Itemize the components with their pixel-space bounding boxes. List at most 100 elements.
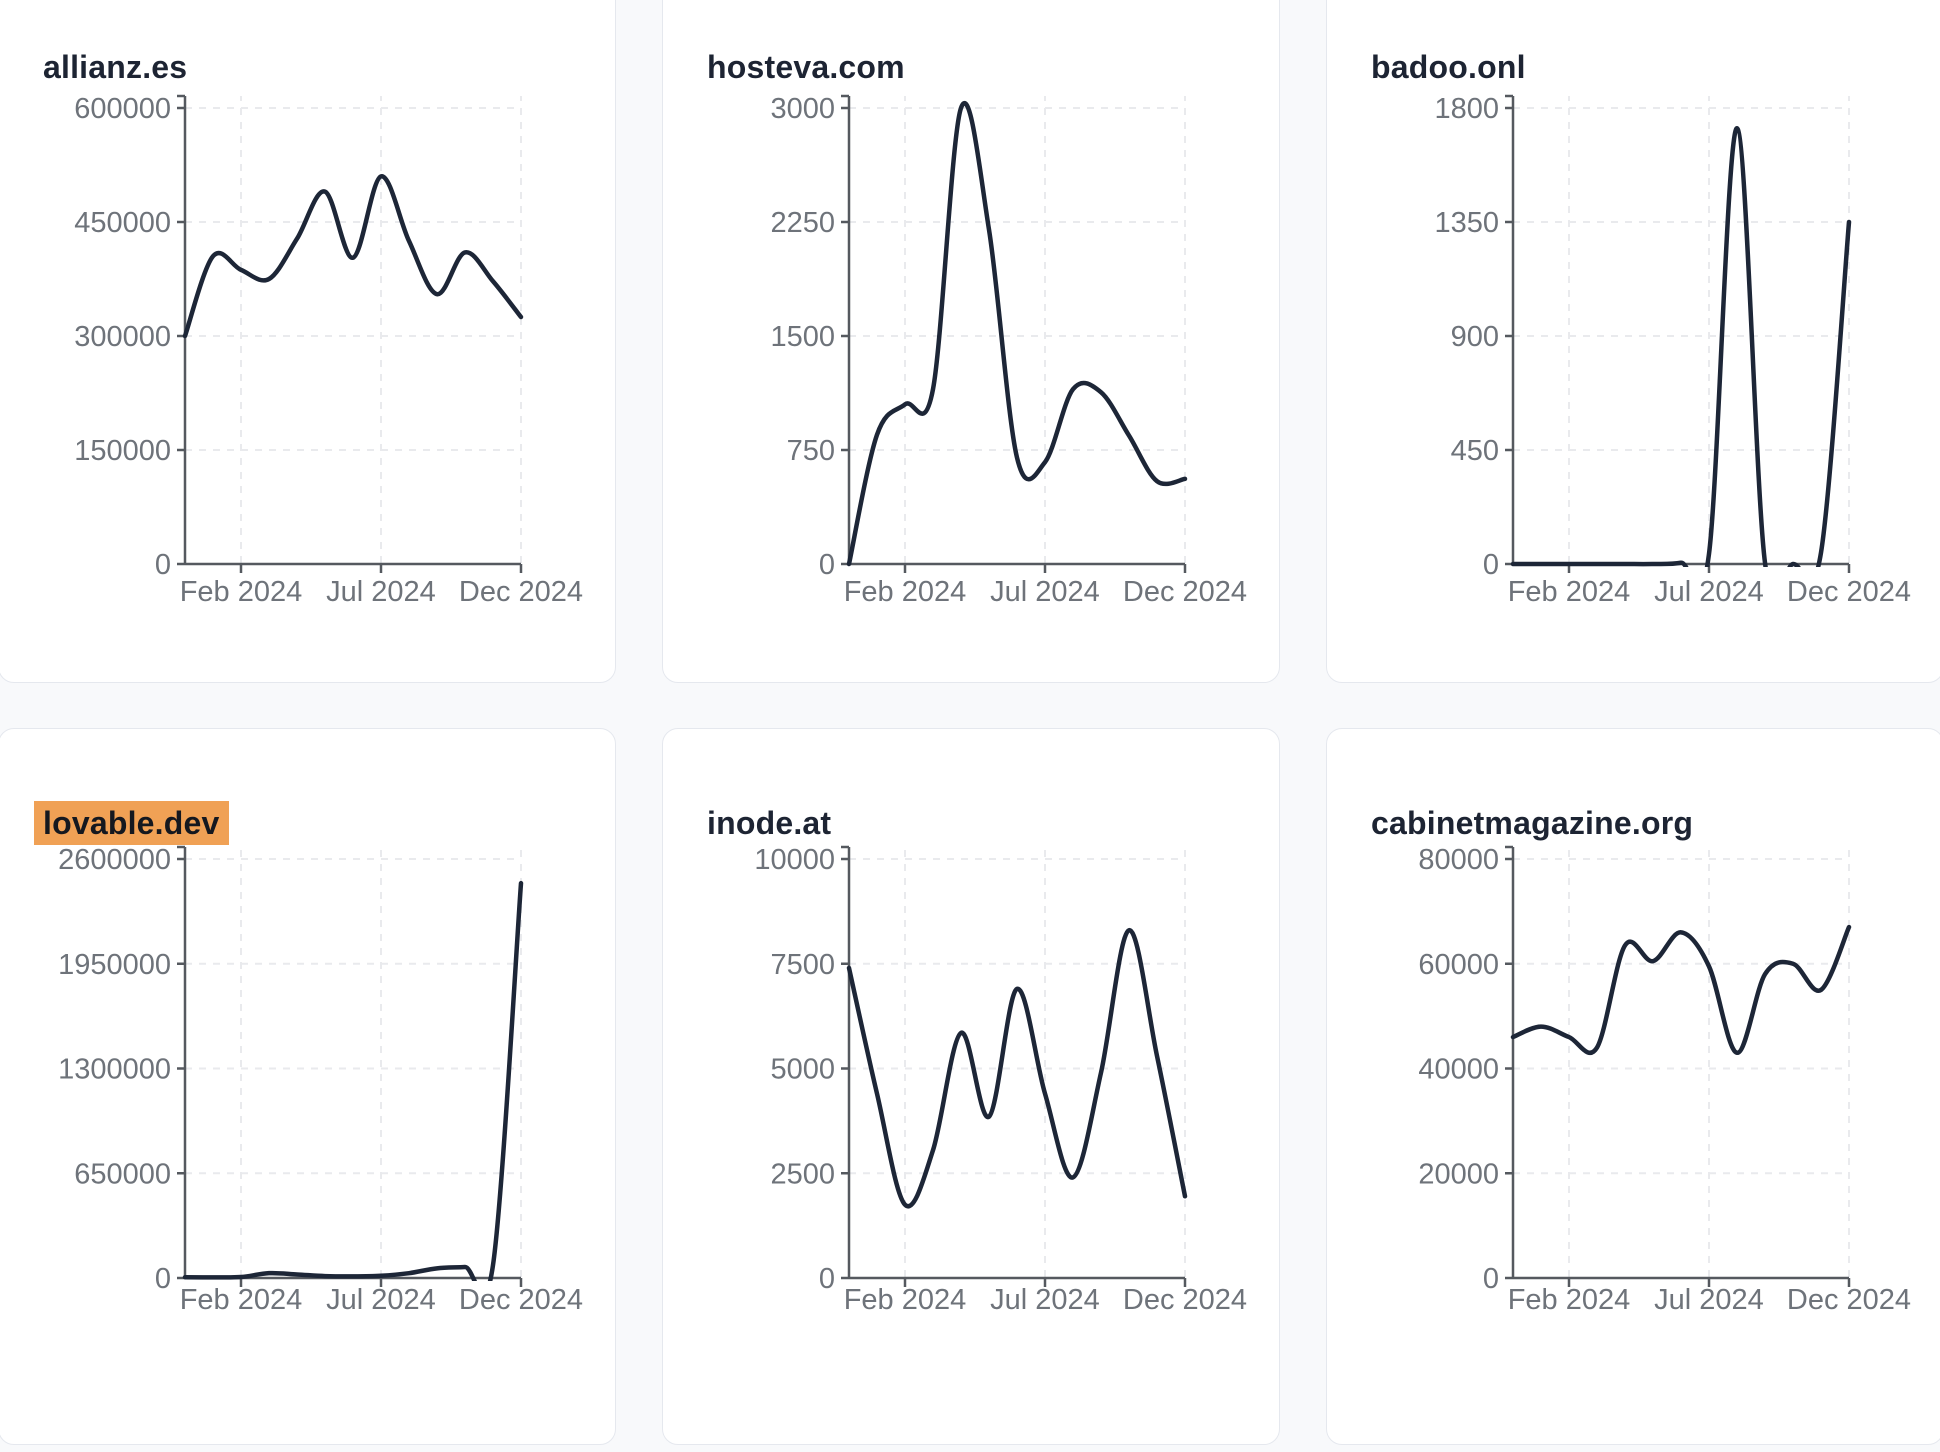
series-line [846, 927, 1188, 1209]
x-tick-label: Feb 2024 [180, 1284, 303, 1316]
series-line [1510, 126, 1852, 567]
gridlines [185, 847, 522, 1277]
x-tick-label: Jul 2024 [326, 576, 436, 608]
y-axis [1505, 94, 1515, 566]
x-tick-label: Feb 2024 [844, 1284, 967, 1316]
y-tick-label: 1350 [1434, 207, 1499, 239]
y-axis [177, 845, 187, 1280]
y-axis [177, 94, 187, 566]
x-tick-label: Jul 2024 [326, 1284, 436, 1316]
y-tick-label: 5000 [770, 1054, 835, 1086]
chart-card-badoo: badoo.onl 0 450 900 1350 1800 Feb 2024 Jul 202… [1326, 0, 1940, 683]
chart-title: inode.at [707, 805, 831, 842]
x-tick-label: Feb 2024 [1508, 576, 1631, 608]
line-chart: 0 750 1500 2250 3000 Feb 2024 Jul 2024 Dec 2024 [770, 93, 1247, 608]
y-tick-label: 60000 [1418, 949, 1499, 981]
domain-name-label: cabinetmagazine.org [1371, 804, 1694, 841]
y-tick-label: 7500 [770, 949, 835, 981]
y-axis [841, 94, 851, 566]
chart-card-inode: inode.at 0 2500 5000 7500 10000 Feb 2024 Jul 2… [662, 728, 1280, 1445]
chart-title: cabinetmagazine.org [1371, 805, 1693, 842]
chart-title: badoo.onl [1371, 49, 1526, 86]
y-tick-label: 10000 [754, 844, 835, 876]
y-tick-label: 40000 [1418, 1054, 1499, 1086]
x-tick-label: Jul 2024 [1654, 576, 1764, 608]
chart-card-hosteva: hosteva.com 0 750 1500 2250 3000 Feb 2024 Jul … [662, 0, 1280, 683]
x-tick-label: Dec 2024 [1787, 1284, 1911, 1316]
gridlines [185, 96, 522, 563]
x-tick-label: Feb 2024 [844, 576, 967, 608]
chart-title: hosteva.com [707, 49, 905, 86]
y-tick-label: 80000 [1418, 844, 1499, 876]
y-axis [841, 845, 851, 1280]
y-tick-label: 2500 [770, 1158, 835, 1190]
y-tick-label: 450000 [74, 207, 171, 239]
gridlines [849, 96, 1186, 563]
y-tick-label: 1500 [770, 321, 835, 353]
line-chart: 0 150000 300000 450000 600000 Feb 2024 Jul 202… [74, 93, 583, 608]
chart-title: lovable.dev [34, 800, 229, 845]
y-tick-label: 2600000 [58, 844, 171, 876]
y-tick-labels: 0 750 1500 2250 3000 [770, 93, 835, 581]
y-tick-label: 0 [819, 549, 835, 581]
x-tick-label: Dec 2024 [1787, 576, 1911, 608]
series-line [846, 101, 1188, 567]
x-axis [849, 1276, 1187, 1287]
y-tick-label: 650000 [74, 1158, 171, 1190]
domain-name-label: allianz.es [43, 48, 188, 85]
line-chart: 0 20000 40000 60000 80000 Feb 2024 Jul 2024 Dec… [1418, 844, 1911, 1316]
series-line [182, 174, 524, 339]
y-tick-label: 900 [1451, 321, 1499, 353]
x-tick-label: Dec 2024 [1123, 1284, 1247, 1316]
domain-name-label-highlighted: lovable.dev [34, 800, 229, 845]
y-tick-label: 1300000 [58, 1054, 171, 1086]
y-tick-label: 2250 [770, 207, 835, 239]
gridlines [1513, 96, 1850, 563]
y-tick-labels: 0 20000 40000 60000 80000 [1418, 844, 1499, 1295]
y-tick-label: 450 [1451, 435, 1499, 467]
y-tick-label: 0 [1483, 1263, 1499, 1295]
x-tick-label: Feb 2024 [180, 576, 303, 608]
x-tick-label: Feb 2024 [1508, 1284, 1631, 1316]
x-tick-label: Jul 2024 [990, 1284, 1100, 1316]
x-tick-label: Jul 2024 [990, 576, 1100, 608]
y-tick-label: 1950000 [58, 949, 171, 981]
y-tick-labels: 0 150000 300000 450000 600000 [74, 93, 171, 581]
y-tick-label: 600000 [74, 93, 171, 125]
x-axis [185, 562, 523, 573]
y-tick-labels: 0 650000 1300000 1950000 2600000 [58, 844, 171, 1295]
y-tick-label: 0 [155, 549, 171, 581]
y-tick-labels: 0 2500 5000 7500 10000 [754, 844, 835, 1295]
chart-card-allianz: allianz.es 0 150000 300000 450000 600000 Feb … [0, 0, 616, 683]
chart-title: allianz.es [43, 49, 187, 86]
y-tick-label: 150000 [74, 435, 171, 467]
y-tick-label: 0 [819, 1263, 835, 1295]
domain-name-label: inode.at [707, 804, 832, 841]
y-tick-label: 20000 [1418, 1158, 1499, 1190]
x-tick-labels: Feb 2024 Jul 2024 Dec 2024 [844, 576, 1247, 608]
y-tick-label: 1800 [1434, 93, 1499, 125]
x-tick-label: Dec 2024 [459, 576, 583, 608]
domain-name-label: badoo.onl [1371, 48, 1526, 85]
x-axis [849, 562, 1187, 573]
y-axis [1505, 845, 1515, 1280]
x-tick-labels: Feb 2024 Jul 2024 Dec 2024 [180, 1284, 583, 1316]
line-chart: 0 2500 5000 7500 10000 Feb 2024 Jul 2024 Dec 20… [754, 844, 1247, 1316]
y-tick-labels: 0 450 900 1350 1800 [1434, 93, 1499, 581]
series-line [1510, 924, 1852, 1056]
line-chart: 0 450 900 1350 1800 Feb 2024 Jul 2024 Dec 2024 [1434, 93, 1911, 608]
x-tick-label: Dec 2024 [1123, 576, 1247, 608]
gridlines [1513, 847, 1850, 1277]
domain-name-label: hosteva.com [707, 48, 905, 85]
line-chart: 0 650000 1300000 1950000 2600000 Feb 2024 Jul … [58, 844, 583, 1316]
series-line [182, 880, 524, 1281]
chart-card-cabinetmagazine: cabinetmagazine.org 0 20000 40000 60000 8000… [1326, 728, 1940, 1445]
x-axis [1513, 1276, 1851, 1287]
chart-card-lovable: lovable.dev 0 650000 1300000 1950000 2600000… [0, 728, 616, 1445]
x-tick-label: Dec 2024 [459, 1284, 583, 1316]
y-tick-label: 0 [1483, 549, 1499, 581]
y-tick-label: 0 [155, 1263, 171, 1295]
x-tick-label: Jul 2024 [1654, 1284, 1764, 1316]
x-tick-labels: Feb 2024 Jul 2024 Dec 2024 [1508, 576, 1911, 608]
